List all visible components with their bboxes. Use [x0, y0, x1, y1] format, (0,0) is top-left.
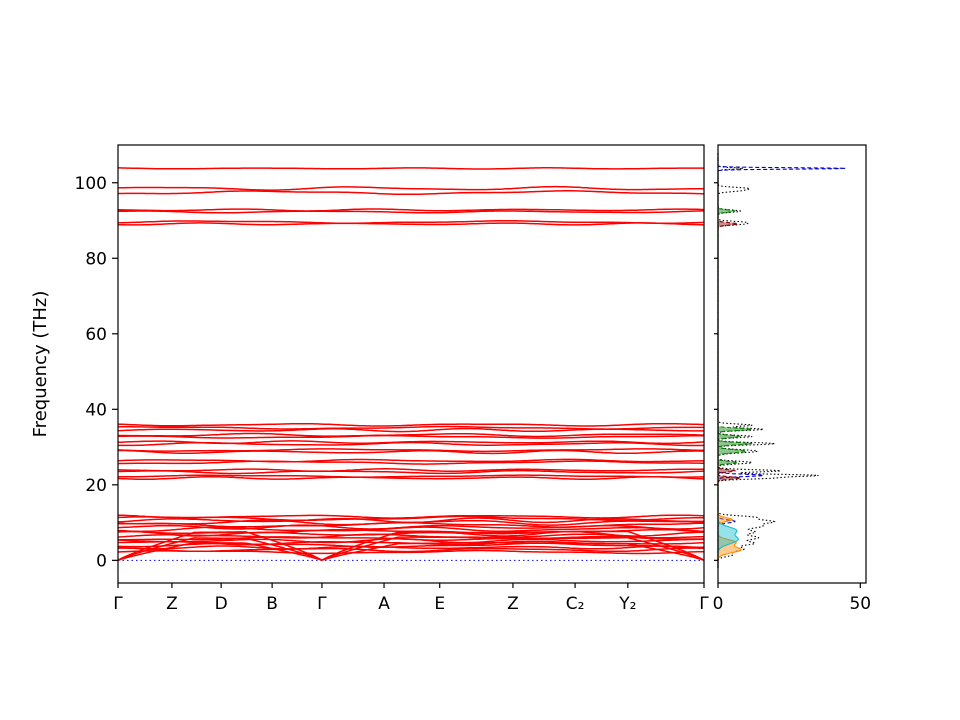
acoustic-band-line	[117, 536, 705, 561]
optical-band-line	[117, 425, 704, 430]
optical-band-line	[117, 220, 705, 225]
dos-curve-partial-orange	[717, 152, 742, 568]
k-point-label: Z	[166, 594, 178, 614]
k-point-label: Γ	[699, 594, 709, 614]
k-point-label: Γ	[113, 594, 123, 614]
dos-curve-total	[717, 152, 819, 568]
y-tick-label: 40	[85, 400, 107, 420]
optical-band-line	[118, 540, 705, 546]
y-tick-label: 100	[75, 174, 107, 194]
k-point-label: Γ	[317, 594, 327, 614]
k-point-label: Z	[507, 594, 519, 614]
optical-band-line	[118, 190, 705, 196]
dos-x-tick-label: 0	[713, 594, 724, 614]
band-panel	[117, 167, 705, 562]
optical-band-line	[117, 458, 705, 463]
dos-curve-partial-green	[717, 152, 753, 568]
optical-band-line	[118, 208, 705, 212]
y-tick-label: 60	[85, 325, 107, 345]
optical-band-line	[118, 535, 704, 541]
y-axis-label: Frequency (THz)	[30, 291, 51, 438]
optical-band-line	[117, 476, 705, 481]
optical-band-line	[118, 210, 704, 214]
optical-band-line	[117, 530, 704, 537]
k-point-label: B	[266, 594, 278, 614]
k-point-label: E	[434, 594, 445, 614]
y-tick-label: 80	[85, 249, 107, 269]
optical-band-line	[117, 517, 704, 524]
optical-band-line	[117, 422, 704, 427]
k-point-label: A	[378, 594, 390, 614]
optical-band-line	[117, 460, 704, 465]
optical-band-line	[118, 474, 704, 478]
optical-band-line	[118, 469, 705, 475]
k-point-label: Y₂	[618, 594, 636, 614]
optical-band-line	[118, 167, 704, 170]
optical-band-line	[117, 185, 705, 191]
dos-curve-partial-darkred	[717, 152, 742, 568]
band-panel-frame	[117, 144, 705, 584]
dos-panel	[717, 152, 846, 568]
optical-band-line	[117, 448, 705, 453]
optical-band-line	[118, 514, 705, 519]
optical-band-line	[118, 468, 704, 473]
optical-band-line	[118, 222, 704, 226]
dos-curve-partial-cyan	[717, 152, 739, 568]
dos-panel-frame	[717, 144, 867, 584]
y-tick-label: 20	[85, 476, 107, 496]
dos-curve-partial-blue	[717, 152, 846, 568]
y-tick-label: 0	[96, 551, 107, 571]
k-point-label: C₂	[566, 594, 585, 614]
dos-x-tick-label: 50	[849, 594, 871, 614]
optical-band-line	[117, 528, 705, 535]
optical-band-line	[117, 545, 705, 550]
k-point-label: D	[215, 594, 228, 614]
optical-band-line	[117, 440, 705, 445]
optical-band-line	[118, 432, 705, 438]
optical-band-line	[118, 434, 704, 439]
optical-band-line	[118, 547, 705, 553]
optical-band-line	[118, 449, 704, 455]
